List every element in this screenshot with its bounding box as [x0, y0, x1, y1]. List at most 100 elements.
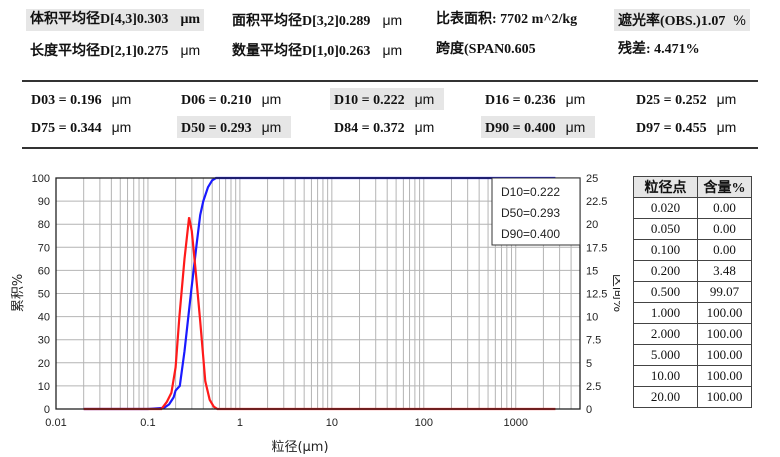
- percentile-unit: μm: [414, 91, 435, 107]
- percentile-unit: μm: [111, 91, 132, 107]
- svg-text:30: 30: [38, 335, 50, 347]
- cell-content: 99.07: [697, 281, 752, 303]
- table-row: 10.00 100.00: [633, 365, 752, 387]
- stat-label: 残差: 4.471%: [618, 42, 700, 57]
- stat-label: 跨度(SPAN0.605: [436, 42, 536, 57]
- svg-text:20: 20: [586, 219, 598, 231]
- cell-content: 100.00: [697, 323, 752, 345]
- svg-text:100: 100: [32, 173, 50, 185]
- cell-size: 1.000: [633, 302, 698, 324]
- cell-size: 0.100: [633, 239, 698, 261]
- percentile-unit: μm: [716, 91, 737, 107]
- percentile-unit: μm: [565, 91, 586, 107]
- svg-text:1000: 1000: [503, 417, 527, 429]
- volume-mean-diameter: 体积平均径D[4,3]0.303 μm: [26, 9, 205, 31]
- table-header-row: 粒径点 含量%: [633, 176, 752, 198]
- chart-legend: D10=0.222 D50=0.293 D90=0.400: [491, 177, 581, 246]
- percentile-d84: D84 = 0.372 μm: [330, 116, 438, 138]
- specific-surface-area: 比表面积: 7702 m^2/kg: [432, 9, 581, 31]
- percentile-unit: μm: [565, 119, 586, 135]
- percentile-d50: D50 = 0.293 μm: [177, 116, 291, 138]
- percentile-label: D06 = 0.210: [181, 93, 252, 108]
- particle-size-chart: 0 10 20 30 40 50 60 70 80 90 100 0 2.5 5 7.5 10 12.5 15 1…: [11, 173, 620, 455]
- stat-unit: μm: [382, 12, 403, 28]
- svg-text:10: 10: [326, 417, 338, 429]
- percentile-unit: μm: [261, 91, 282, 107]
- stat-unit: μm: [180, 12, 201, 27]
- chart-grid: [56, 177, 580, 410]
- cell-size: 10.00: [633, 365, 698, 387]
- svg-text:22.5: 22.5: [586, 196, 607, 208]
- legend-d90: D90=0.400: [501, 227, 560, 241]
- stat-label: 遮光率(OBS.)1.07: [618, 14, 726, 29]
- svg-text:100: 100: [415, 417, 433, 429]
- svg-text:5: 5: [586, 358, 592, 370]
- legend-d10: D10=0.222: [501, 185, 560, 199]
- header-size-point: 粒径点: [633, 176, 698, 198]
- svg-text:0: 0: [586, 404, 592, 416]
- table-row: 1.000 100.00: [633, 302, 752, 324]
- svg-text:10: 10: [38, 381, 50, 393]
- percentile-label: D25 = 0.252: [636, 93, 707, 108]
- svg-text:1: 1: [237, 417, 243, 429]
- percentile-d06: D06 = 0.210 μm: [177, 88, 285, 110]
- y-axis-left-ticks: 0 10 20 30 40 50 60 70 80 90 100: [32, 173, 50, 416]
- percentile-d90: D90 = 0.400 μm: [481, 116, 595, 138]
- svg-text:70: 70: [38, 242, 50, 254]
- table-row: 20.00 100.00: [633, 386, 752, 408]
- cell-size: 0.500: [633, 281, 698, 303]
- percentile-d03: D03 = 0.196 μm: [27, 88, 135, 110]
- percentile-label: D16 = 0.236: [485, 93, 556, 108]
- svg-text:80: 80: [38, 219, 50, 231]
- header-content-pct: 含量%: [697, 176, 752, 198]
- percentile-d97: D97 = 0.455 μm: [632, 116, 740, 138]
- stat-label: 数量平均径D[1,0]0.263: [232, 44, 371, 59]
- svg-text:2.5: 2.5: [586, 381, 601, 393]
- svg-text:0.01: 0.01: [45, 417, 66, 429]
- svg-text:17.5: 17.5: [586, 242, 607, 254]
- legend-d50: D50=0.293: [501, 206, 560, 220]
- stat-label: 比表面积: 7702 m^2/kg: [436, 12, 578, 27]
- residual: 残差: 4.471%: [614, 39, 704, 61]
- cell-content: 100.00: [697, 365, 752, 387]
- number-mean-diameter: 数量平均径D[1,0]0.263 μm: [228, 39, 406, 61]
- percentile-d16: D16 = 0.236 μm: [481, 88, 589, 110]
- percentile-label: D97 = 0.455: [636, 121, 707, 136]
- svg-text:7.5: 7.5: [586, 335, 601, 347]
- cell-size: 5.000: [633, 344, 698, 366]
- percentile-label: D75 = 0.344: [31, 121, 102, 136]
- percentile-label: D03 = 0.196: [31, 93, 102, 108]
- table-row: 0.200 3.48: [633, 260, 752, 282]
- svg-text:10: 10: [586, 312, 598, 324]
- percentile-unit: μm: [261, 119, 282, 135]
- cell-content: 0.00: [697, 197, 752, 219]
- svg-text:12.5: 12.5: [586, 289, 607, 301]
- percentile-label: D10 = 0.222: [334, 93, 405, 108]
- x-axis-ticks: 0.01 0.1 1 10 100 1000: [45, 417, 528, 429]
- table-row: 2.000 100.00: [633, 323, 752, 345]
- svg-text:90: 90: [38, 196, 50, 208]
- interval-curve: [83, 217, 556, 411]
- percentile-label: D90 = 0.400: [485, 121, 556, 136]
- percentile-d75: D75 = 0.344 μm: [27, 116, 135, 138]
- cell-size: 20.00: [633, 386, 698, 408]
- percentile-unit: μm: [414, 119, 435, 135]
- cell-content: 0.00: [697, 218, 752, 240]
- svg-text:40: 40: [38, 312, 50, 324]
- area-mean-diameter: 面积平均径D[3,2]0.289 μm: [228, 9, 406, 31]
- percentile-unit: μm: [716, 119, 737, 135]
- stat-unit: μm: [382, 42, 403, 58]
- table-row: 0.050 0.00: [633, 218, 752, 240]
- stat-label: 体积平均径D[4,3]0.303: [30, 12, 169, 27]
- stat-unit: %: [733, 12, 746, 28]
- percentile-d10: D10 = 0.222 μm: [330, 88, 444, 110]
- cell-content: 100.00: [697, 386, 752, 408]
- percentile-label: D84 = 0.372: [334, 121, 405, 136]
- stat-label: 长度平均径D[2,1]0.275: [30, 44, 169, 59]
- y-axis-right-title: 区间%: [610, 274, 620, 312]
- table-row: 5.000 100.00: [633, 344, 752, 366]
- cell-content: 100.00: [697, 344, 752, 366]
- divider-bottom: [22, 147, 758, 149]
- table-row: 0.020 0.00: [633, 197, 752, 219]
- size-points-table: 粒径点 含量% 0.020 0.00 0.050 0.00 0.100 0.00 0.…: [633, 176, 752, 408]
